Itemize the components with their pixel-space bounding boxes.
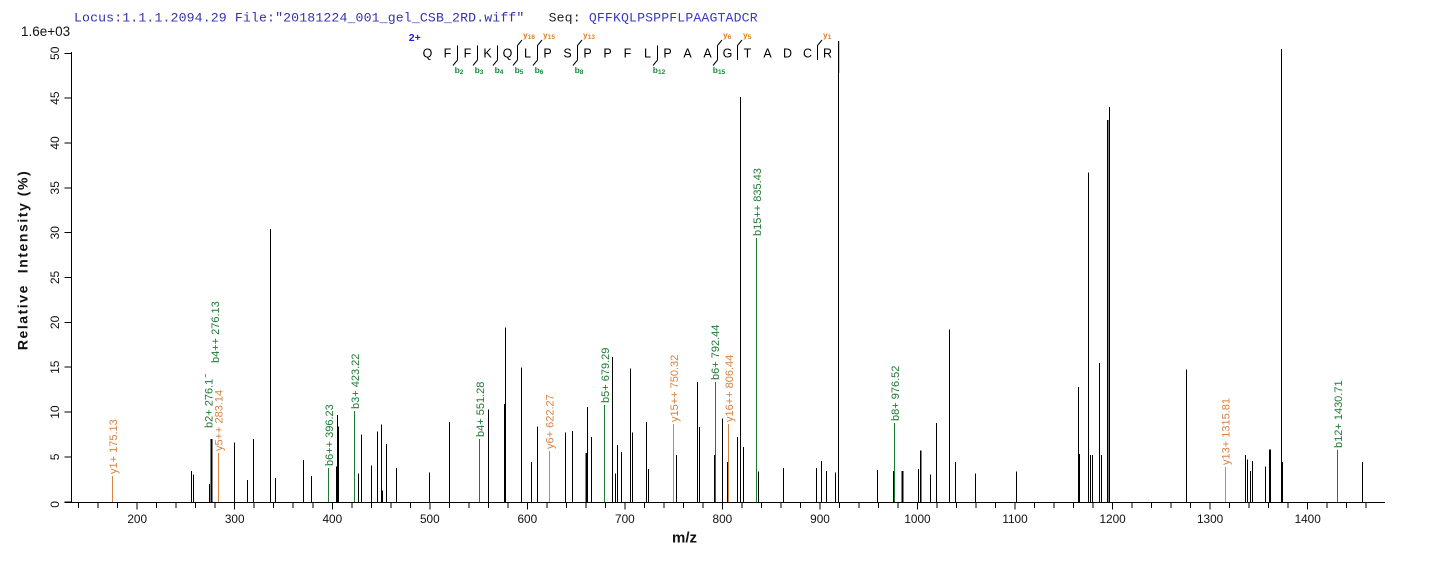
svg-text:y13+ 1315.81: y13+ 1315.81 [1221, 398, 1233, 465]
svg-text:1300: 1300 [1197, 512, 1224, 526]
svg-text:b12: b12 [653, 65, 666, 76]
svg-text:y16: y16 [523, 30, 535, 41]
svg-text:35: 35 [48, 181, 62, 195]
svg-text:T: T [744, 47, 752, 61]
svg-text:500: 500 [420, 512, 440, 526]
svg-text:20: 20 [48, 315, 62, 329]
svg-text:5: 5 [48, 453, 62, 460]
svg-text:400: 400 [322, 512, 342, 526]
svg-text:F: F [444, 47, 452, 61]
svg-text:b4: b4 [495, 65, 504, 76]
svg-text:b6+ 792.44: b6+ 792.44 [710, 325, 722, 380]
svg-text:b4+ 551.28: b4+ 551.28 [475, 382, 487, 437]
svg-text:P: P [543, 47, 551, 61]
svg-text:b12+ 1430.71: b12+ 1430.71 [1333, 380, 1345, 448]
svg-text:y6+ 622.27: y6+ 622.27 [544, 394, 556, 449]
svg-text:Q: Q [423, 47, 433, 61]
svg-text:b6: b6 [535, 65, 544, 76]
svg-text:D: D [783, 47, 792, 61]
svg-text:S: S [563, 47, 571, 61]
svg-text:200: 200 [127, 512, 147, 526]
svg-text:10: 10 [48, 405, 62, 419]
svg-text:Locus:1.1.1.2094.29 File:"2018: Locus:1.1.1.2094.29 File:"20181224_001_g… [74, 11, 758, 26]
svg-text:A: A [703, 47, 712, 61]
svg-text:Q: Q [503, 47, 513, 61]
svg-text:600: 600 [517, 512, 537, 526]
svg-text:P: P [603, 47, 611, 61]
svg-text:m/z: m/z [672, 530, 697, 547]
svg-text:15: 15 [48, 360, 62, 374]
svg-text:b4++ 276.13: b4++ 276.13 [210, 301, 222, 363]
svg-text:y13: y13 [583, 30, 595, 41]
svg-text:y16++ 806.44: y16++ 806.44 [724, 355, 736, 422]
svg-text:1200: 1200 [1099, 512, 1126, 526]
svg-text:1.6e+03: 1.6e+03 [21, 24, 70, 39]
svg-text:b15++ 835.43: b15++ 835.43 [752, 168, 764, 236]
svg-text:700: 700 [615, 512, 635, 526]
svg-text:900: 900 [810, 512, 830, 526]
svg-text:800: 800 [713, 512, 733, 526]
svg-text:b5: b5 [515, 65, 524, 76]
svg-text:L: L [644, 47, 651, 61]
svg-text:F: F [624, 47, 632, 61]
svg-text:A: A [683, 47, 692, 61]
svg-text:1000: 1000 [904, 512, 931, 526]
svg-text:F: F [464, 47, 472, 61]
svg-text:b3: b3 [475, 65, 484, 76]
svg-text:b2+ 276.13: b2+ 276.13 [203, 373, 215, 428]
svg-text:y1: y1 [823, 30, 832, 41]
svg-text:300: 300 [225, 512, 245, 526]
svg-text:b8: b8 [575, 65, 584, 76]
svg-text:40: 40 [48, 136, 62, 150]
svg-text:b15: b15 [713, 65, 726, 76]
svg-text:0: 0 [48, 501, 62, 508]
svg-text:P: P [663, 47, 671, 61]
svg-text:y5++ 283.14: y5++ 283.14 [214, 390, 226, 451]
svg-text:L: L [524, 47, 531, 61]
svg-text:y6: y6 [723, 30, 732, 41]
svg-text:y15: y15 [543, 30, 555, 41]
svg-text:Relative Intensity (%): Relative Intensity (%) [15, 170, 31, 350]
svg-text:30: 30 [48, 226, 62, 240]
svg-text:b3+ 423.22: b3+ 423.22 [350, 354, 362, 409]
svg-text:50: 50 [48, 46, 62, 60]
svg-text:y5: y5 [743, 30, 752, 41]
svg-text:C: C [803, 47, 812, 61]
svg-text:y1+ 175.13: y1+ 175.13 [108, 419, 120, 474]
svg-text:25: 25 [48, 271, 62, 285]
svg-text:R: R [823, 47, 832, 61]
svg-text:b5+ 679.29: b5+ 679.29 [600, 348, 612, 403]
svg-text:A: A [763, 47, 772, 61]
svg-text:1100: 1100 [1002, 512, 1028, 526]
svg-text:P: P [583, 47, 591, 61]
svg-text:b6++ 396.23: b6++ 396.23 [324, 404, 336, 466]
svg-text:G: G [723, 47, 733, 61]
svg-text:45: 45 [48, 91, 62, 105]
svg-text:2+: 2+ [409, 32, 421, 44]
svg-text:1400: 1400 [1295, 512, 1322, 526]
svg-text:b2: b2 [455, 65, 464, 76]
svg-text:y15++ 750.32: y15++ 750.32 [669, 355, 681, 422]
svg-text:b8+ 976.52: b8+ 976.52 [890, 366, 902, 421]
svg-text:K: K [483, 47, 492, 61]
